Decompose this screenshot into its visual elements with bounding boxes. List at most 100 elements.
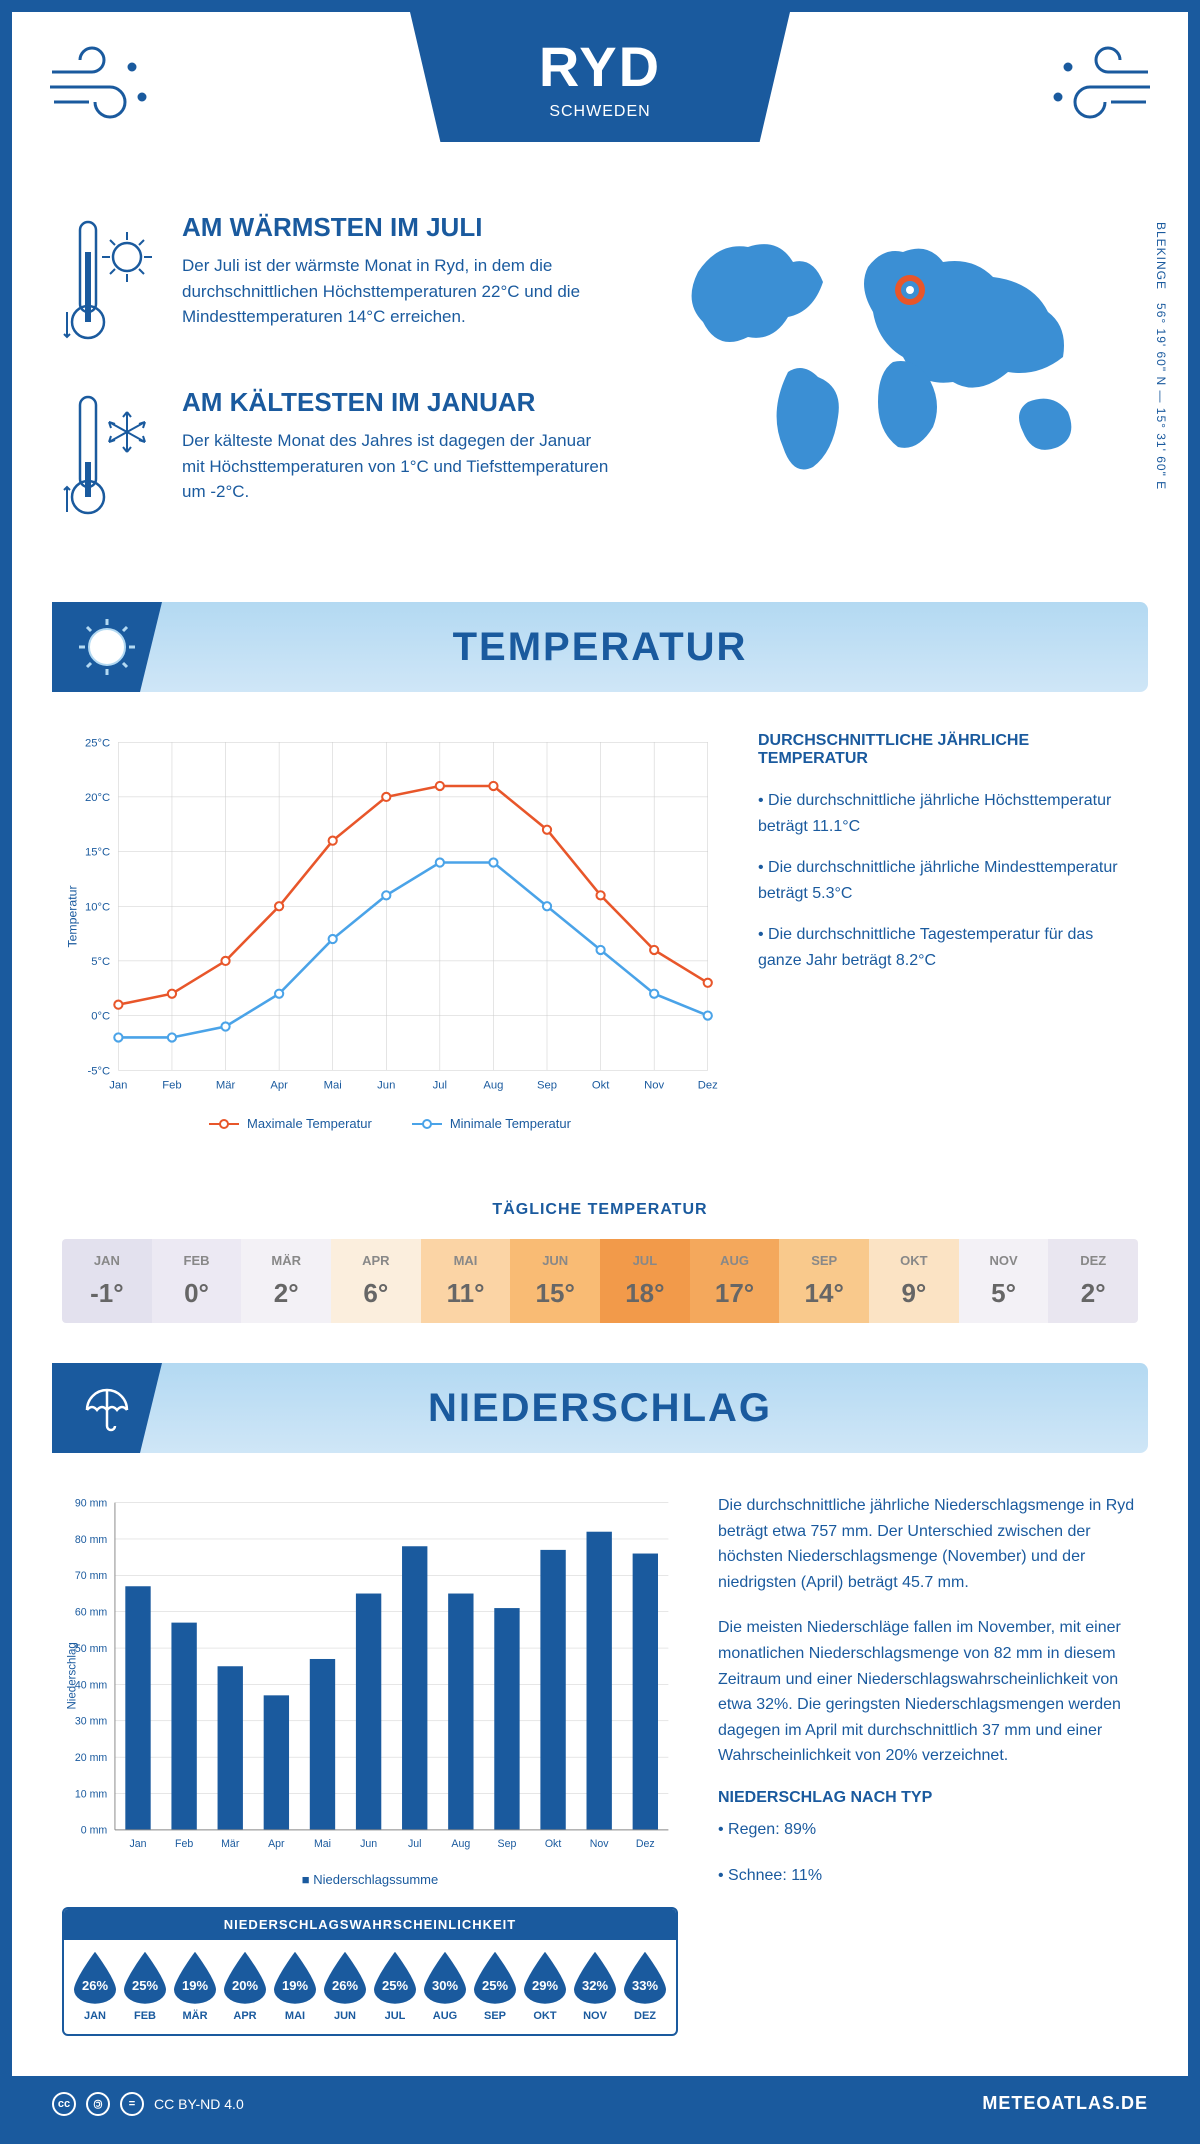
wind-icon — [42, 42, 162, 137]
coldest-title: AM KÄLTESTEN IM JANUAR — [182, 387, 618, 418]
svg-text:0 mm: 0 mm — [81, 1825, 108, 1837]
raindrop-icon: 20% — [224, 1952, 266, 2004]
svg-text:Dez: Dez — [636, 1838, 655, 1850]
warmest-title: AM WÄRMSTEN IM JULI — [182, 212, 618, 243]
raindrop-icon: 19% — [274, 1952, 316, 2004]
temp-legend: Maximale Temperatur Minimale Temperatur — [62, 1116, 718, 1131]
svg-text:10 mm: 10 mm — [75, 1788, 108, 1800]
daily-title: TÄGLICHE TEMPERATUR — [12, 1201, 1188, 1219]
precip-type-title: NIEDERSCHLAG NACH TYP — [718, 1789, 1138, 1807]
raindrop-icon: 25% — [124, 1952, 166, 2004]
warmest-block: AM WÄRMSTEN IM JULI Der Juli ist der wär… — [62, 212, 618, 357]
svg-text:Jun: Jun — [377, 1080, 395, 1092]
precip-title: NIEDERSCHLAG — [52, 1386, 1148, 1431]
precip-bar-chart: 0 mm10 mm20 mm30 mm40 mm50 mm60 mm70 mm8… — [62, 1493, 678, 1859]
footer: cc 🄯 = CC BY-ND 4.0 METEOATLAS.DE — [12, 2076, 1188, 2132]
svg-text:Dez: Dez — [698, 1080, 718, 1092]
svg-text:15°C: 15°C — [85, 847, 110, 859]
svg-text:Jun: Jun — [360, 1838, 377, 1850]
svg-text:Sep: Sep — [537, 1080, 557, 1092]
daily-temp-table: JAN-1°FEB0°MÄR2°APR6°MAI11°JUN15°JUL18°A… — [62, 1239, 1138, 1323]
raindrop-icon: 26% — [324, 1952, 366, 2004]
precip-p1: Die durchschnittliche jährliche Niedersc… — [718, 1493, 1138, 1595]
daily-cell: NOV5° — [959, 1239, 1049, 1323]
prob-item: 33%DEZ — [622, 1952, 668, 2022]
precip-p2: Die meisten Niederschläge fallen im Nove… — [718, 1615, 1138, 1769]
daily-cell: OKT9° — [869, 1239, 959, 1323]
page: RYD SCHWEDEN — [0, 0, 1200, 2144]
precip-section: 0 mm10 mm20 mm30 mm40 mm50 mm60 mm70 mm8… — [12, 1453, 1188, 2076]
prob-item: 25%SEP — [472, 1952, 518, 2022]
wind-icon — [1038, 42, 1158, 137]
temp-info-title: DURCHSCHNITTLICHE JÄHRLICHE TEMPERATUR — [758, 732, 1138, 768]
svg-text:Apr: Apr — [268, 1838, 285, 1850]
prob-item: 29%OKT — [522, 1952, 568, 2022]
svg-text:Mai: Mai — [324, 1080, 342, 1092]
temp-bullet: • Die durchschnittliche Tagestemperatur … — [758, 922, 1138, 973]
daily-cell: JUL18° — [600, 1239, 690, 1323]
svg-text:-5°C: -5°C — [88, 1065, 111, 1077]
daily-cell: FEB0° — [152, 1239, 242, 1323]
svg-text:Mai: Mai — [314, 1838, 331, 1850]
daily-cell: AUG17° — [690, 1239, 780, 1323]
daily-cell: APR6° — [331, 1239, 421, 1323]
svg-text:50 mm: 50 mm — [75, 1643, 108, 1655]
raindrop-icon: 32% — [574, 1952, 616, 2004]
raindrop-icon: 25% — [474, 1952, 516, 2004]
svg-text:Nov: Nov — [644, 1080, 664, 1092]
country-subtitle: SCHWEDEN — [549, 103, 650, 121]
coordinates: BLEKINGE 56° 19' 60" N — 15° 31' 60" E — [1154, 222, 1168, 490]
svg-text:Temperatur: Temperatur — [65, 885, 79, 947]
svg-text:Feb: Feb — [175, 1838, 193, 1850]
daily-cell: SEP14° — [779, 1239, 869, 1323]
raindrop-icon: 30% — [424, 1952, 466, 2004]
prob-item: 19%MÄR — [172, 1952, 218, 2022]
daily-cell: DEZ2° — [1048, 1239, 1138, 1323]
svg-text:20 mm: 20 mm — [75, 1752, 108, 1764]
svg-text:40 mm: 40 mm — [75, 1679, 108, 1691]
precip-legend: Niederschlagssumme — [62, 1872, 678, 1887]
svg-text:Feb: Feb — [162, 1080, 181, 1092]
temp-section-header: TEMPERATUR — [52, 602, 1148, 692]
world-map: BLEKINGE 56° 19' 60" N — 15° 31' 60" E — [658, 212, 1138, 562]
cc-icon: cc — [52, 2092, 76, 2116]
precip-snow: • Schnee: 11% — [718, 1863, 1138, 1889]
coldest-text: Der kälteste Monat des Jahres ist dagege… — [182, 428, 618, 505]
raindrop-icon: 25% — [374, 1952, 416, 2004]
raindrop-icon: 19% — [174, 1952, 216, 2004]
temp-title: TEMPERATUR — [52, 625, 1148, 670]
svg-text:Okt: Okt — [545, 1838, 562, 1850]
svg-text:Jan: Jan — [109, 1080, 127, 1092]
raindrop-icon: 26% — [74, 1952, 116, 2004]
svg-text:60 mm: 60 mm — [75, 1607, 108, 1619]
svg-text:Aug: Aug — [451, 1838, 470, 1850]
license: cc 🄯 = CC BY-ND 4.0 — [52, 2092, 244, 2116]
precip-section-header: NIEDERSCHLAG — [52, 1363, 1148, 1453]
temp-section: -5°C0°C5°C10°C15°C20°C25°CJanFebMärAprMa… — [12, 692, 1188, 1171]
by-icon: 🄯 — [86, 2092, 110, 2116]
temp-info: DURCHSCHNITTLICHE JÄHRLICHE TEMPERATUR •… — [758, 732, 1138, 1131]
svg-text:Jul: Jul — [408, 1838, 422, 1850]
svg-text:Niederschlag: Niederschlag — [66, 1642, 78, 1709]
svg-text:Sep: Sep — [498, 1838, 517, 1850]
daily-cell: JUN15° — [510, 1239, 600, 1323]
prob-item: 25%JUL — [372, 1952, 418, 2022]
raindrop-icon: 33% — [624, 1952, 666, 2004]
prob-item: 26%JAN — [72, 1952, 118, 2022]
svg-text:30 mm: 30 mm — [75, 1716, 108, 1728]
precip-rain: • Regen: 89% — [718, 1817, 1138, 1843]
precip-left: 0 mm10 mm20 mm30 mm40 mm50 mm60 mm70 mm8… — [62, 1493, 678, 2036]
intro-left: AM WÄRMSTEN IM JULI Der Juli ist der wär… — [62, 212, 618, 562]
nd-icon: = — [120, 2092, 144, 2116]
warmest-text: Der Juli ist der wärmste Monat in Ryd, i… — [182, 253, 618, 330]
svg-text:Apr: Apr — [270, 1080, 288, 1092]
daily-cell: MAI11° — [421, 1239, 511, 1323]
svg-text:90 mm: 90 mm — [75, 1497, 108, 1509]
umbrella-icon — [52, 1363, 162, 1453]
prob-item: 25%FEB — [122, 1952, 168, 2022]
header-banner: RYD SCHWEDEN — [410, 12, 790, 142]
svg-text:Mär: Mär — [221, 1838, 240, 1850]
temp-bullet: • Die durchschnittliche jährliche Höchst… — [758, 788, 1138, 839]
temp-bullet: • Die durchschnittliche jährliche Mindes… — [758, 855, 1138, 906]
svg-text:5°C: 5°C — [91, 956, 110, 968]
